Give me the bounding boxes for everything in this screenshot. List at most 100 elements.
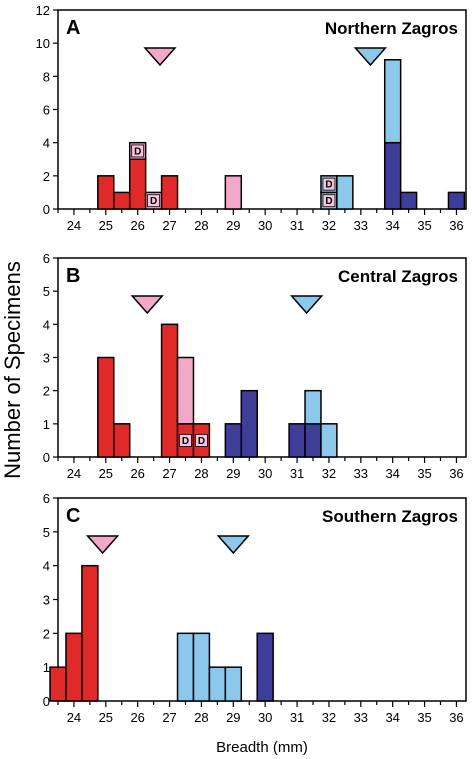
x-tick-label: 24 xyxy=(67,710,81,725)
bar-segment-light-blue xyxy=(336,175,354,210)
bar-segment-light-blue xyxy=(176,632,195,702)
x-tick-label: 33 xyxy=(354,710,368,725)
y-tick-label: 12 xyxy=(36,3,50,18)
y-tick-label: 5 xyxy=(43,284,50,299)
d-label: D xyxy=(325,196,332,207)
y-tick-label: 0 xyxy=(43,694,50,709)
bar-segment-red xyxy=(49,666,67,702)
x-tick-label: 29 xyxy=(226,466,240,481)
bar-segment-red xyxy=(97,356,115,458)
x-tick-label: 29 xyxy=(226,710,240,725)
panel-title: Northern Zagros xyxy=(325,19,458,38)
x-tick-label: 24 xyxy=(67,218,81,233)
x-tick-label: 32 xyxy=(322,710,336,725)
panel-frame xyxy=(57,9,467,210)
panel-letter: B xyxy=(66,265,80,287)
y-tick-label: 2 xyxy=(43,384,50,399)
panel-title: Central Zagros xyxy=(338,267,458,286)
x-tick-label: 31 xyxy=(290,466,304,481)
bar-segment-light-blue xyxy=(320,423,338,458)
y-tick-label: 10 xyxy=(36,36,50,51)
y-tick-label: 0 xyxy=(43,450,50,465)
bar-segment-light-blue xyxy=(304,389,322,425)
x-tick-label: 35 xyxy=(417,466,431,481)
x-tick-label: 32 xyxy=(322,218,336,233)
x-tick-label: 25 xyxy=(99,710,113,725)
x-tick-label: 26 xyxy=(130,218,144,233)
bar-segment-red xyxy=(128,158,147,210)
mean-marker-pink xyxy=(143,47,177,67)
bar-segment-dark-blue xyxy=(383,141,402,210)
bar-segment-dark-blue xyxy=(224,423,243,458)
x-tick-label: 27 xyxy=(162,466,176,481)
d-label: D xyxy=(134,146,141,157)
y-tick-label: 6 xyxy=(43,491,50,506)
y-tick-label: 6 xyxy=(43,251,50,266)
x-tick-label: 26 xyxy=(130,466,144,481)
y-tick-label: 2 xyxy=(43,169,50,184)
x-tick-label: 31 xyxy=(290,710,304,725)
panel-letter: C xyxy=(66,505,80,527)
d-label-box xyxy=(131,144,145,158)
x-tick-label: 34 xyxy=(385,218,399,233)
x-tick-label: 24 xyxy=(67,466,81,481)
x-tick-label: 28 xyxy=(194,218,208,233)
x-tick-label: 30 xyxy=(258,466,272,481)
y-tick-label: 4 xyxy=(43,136,50,151)
panel-letter: A xyxy=(66,17,80,39)
d-label-box xyxy=(195,434,208,447)
d-label-box xyxy=(322,194,336,208)
x-tick-label: 27 xyxy=(162,710,176,725)
x-tick-label: 36 xyxy=(449,218,463,233)
bar-segment-dark-blue xyxy=(447,191,466,210)
bar-segment-dark-blue xyxy=(240,389,258,458)
y-tick-label: 0 xyxy=(43,202,50,217)
panel-title: Southern Zagros xyxy=(322,507,458,526)
d-label: D xyxy=(182,436,189,447)
x-tick-label: 35 xyxy=(417,218,431,233)
bar-segment-dark-blue xyxy=(288,423,306,458)
x-tick-label: 26 xyxy=(130,710,144,725)
bar-segment-light-blue xyxy=(192,632,211,702)
x-tick-label: 33 xyxy=(354,466,368,481)
mean-marker-light-blue xyxy=(216,535,250,555)
x-tick-label: 30 xyxy=(258,218,272,233)
y-tick-label: 4 xyxy=(43,317,50,332)
bar-segment-pink xyxy=(176,356,195,425)
y-tick-label: 8 xyxy=(43,69,50,84)
x-tick-label: 27 xyxy=(162,218,176,233)
y-tick-label: 3 xyxy=(43,593,50,608)
y-tick-label: 1 xyxy=(43,417,50,432)
mean-marker-pink xyxy=(130,295,164,315)
mean-marker-light-blue xyxy=(289,295,324,315)
bar-segment-red xyxy=(81,564,99,702)
y-tick-label: 6 xyxy=(43,103,50,118)
bar-segment-light-blue xyxy=(383,59,402,144)
bar-segment-red xyxy=(113,191,131,210)
d-label-box xyxy=(179,434,192,447)
x-axis-title: Breadth (mm) xyxy=(216,739,308,756)
bar-segment-dark-blue xyxy=(399,191,418,210)
mean-marker-pink xyxy=(85,535,120,555)
y-axis-title: Number of Specimens xyxy=(0,261,25,479)
d-label: D xyxy=(325,180,332,191)
x-tick-label: 34 xyxy=(385,466,399,481)
x-tick-label: 28 xyxy=(194,710,208,725)
bar-segment-dark-blue xyxy=(256,632,274,702)
x-tick-label: 33 xyxy=(354,218,368,233)
y-tick-label: 3 xyxy=(43,351,50,366)
x-tick-label: 32 xyxy=(322,466,336,481)
d-label-box xyxy=(322,177,336,191)
x-tick-label: 29 xyxy=(226,218,240,233)
bar-segment-pink xyxy=(224,175,243,210)
y-tick-label: 2 xyxy=(43,626,50,641)
x-tick-label: 36 xyxy=(449,710,463,725)
x-tick-label: 36 xyxy=(449,466,463,481)
bar-segment-red xyxy=(160,323,179,458)
bar-segment-red xyxy=(160,175,179,210)
bar-segment-light-blue xyxy=(208,666,227,702)
